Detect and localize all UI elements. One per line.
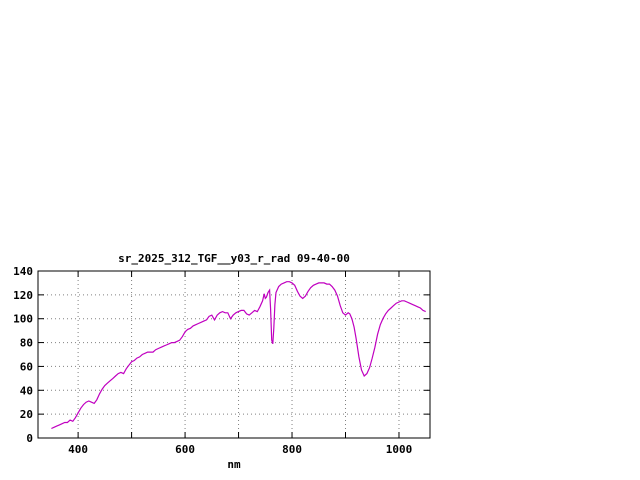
chart-title: sr_2025_312_TGF__y03_r_rad 09-40-00 [118, 252, 350, 265]
y-tick-label: 80 [20, 337, 33, 350]
y-tick-label: 100 [13, 313, 33, 326]
x-axis-label: nm [227, 458, 241, 471]
y-tick-label: 120 [13, 289, 33, 302]
y-tick-label: 20 [20, 408, 33, 421]
x-tick-label: 400 [68, 443, 88, 456]
x-tick-label: 600 [175, 443, 195, 456]
y-tick-label: 0 [26, 432, 33, 445]
x-tick-label: 1000 [386, 443, 413, 456]
spectrum-trace [51, 281, 426, 430]
y-tick-label: 40 [20, 384, 33, 397]
y-tick-label: 140 [13, 265, 33, 278]
x-tick-label: 800 [282, 443, 302, 456]
y-tick-label: 60 [20, 360, 33, 373]
plot-border [37, 270, 431, 439]
